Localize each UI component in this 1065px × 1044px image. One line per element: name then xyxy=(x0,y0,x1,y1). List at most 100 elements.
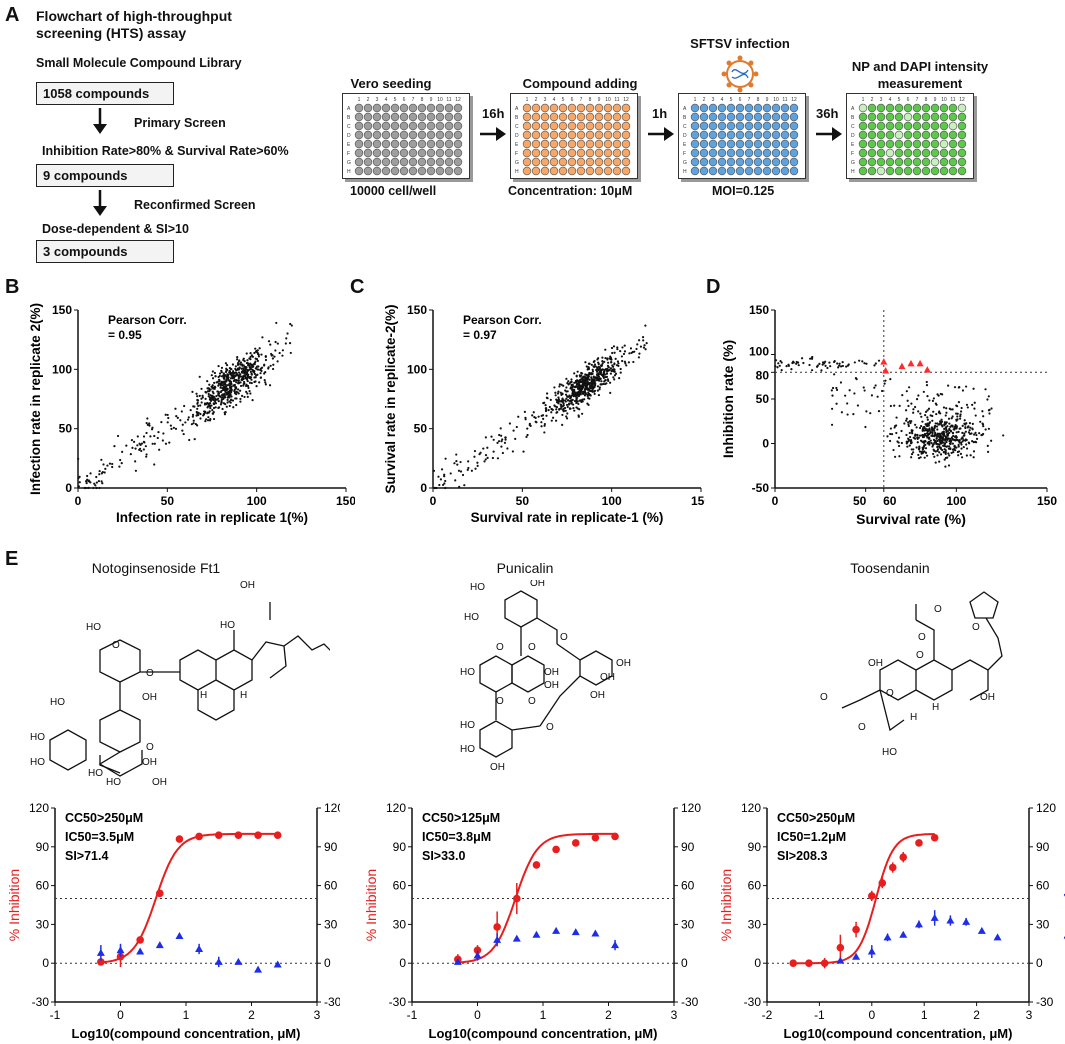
data-point xyxy=(939,412,942,415)
plate-well xyxy=(762,121,772,131)
data-point xyxy=(861,360,864,363)
data-point xyxy=(578,399,581,402)
data-point xyxy=(217,390,220,393)
data-point xyxy=(576,407,579,410)
plate-well xyxy=(876,139,886,149)
data-point xyxy=(865,362,868,365)
plate-well xyxy=(444,121,454,131)
data-point xyxy=(525,435,528,438)
plate-well xyxy=(753,103,763,113)
data-point xyxy=(870,394,874,397)
plate-well xyxy=(903,103,913,113)
data-point xyxy=(928,427,931,430)
data-point xyxy=(204,420,207,423)
data-point xyxy=(228,384,232,387)
data-point xyxy=(924,410,928,414)
panel-label-e: E xyxy=(5,548,19,570)
plate-well xyxy=(540,157,550,167)
data-point xyxy=(916,433,919,437)
data-point xyxy=(633,350,636,353)
data-point xyxy=(955,436,958,439)
data-point xyxy=(609,358,613,361)
plate-well xyxy=(876,103,886,113)
plate-well xyxy=(762,157,772,167)
plate-well xyxy=(603,148,613,158)
plate-well xyxy=(921,121,931,131)
plate-well xyxy=(726,157,736,167)
data-point xyxy=(599,383,603,386)
data-point xyxy=(84,486,87,490)
data-point xyxy=(604,356,607,360)
plate-well xyxy=(903,121,913,131)
data-point xyxy=(543,422,546,426)
data-point xyxy=(569,397,572,400)
plate-well xyxy=(939,130,949,140)
cytotoxicity-point xyxy=(883,933,892,941)
data-point xyxy=(432,469,436,472)
plate-col-label: 6 xyxy=(907,97,910,103)
data-point xyxy=(193,405,196,408)
plate-well xyxy=(603,157,613,167)
plate-well xyxy=(690,112,700,122)
plate-well xyxy=(621,121,631,131)
data-point xyxy=(254,380,257,383)
data-point xyxy=(241,394,244,398)
data-point xyxy=(235,403,238,407)
data-point xyxy=(953,428,956,431)
data-point xyxy=(235,381,238,384)
plate-well xyxy=(717,130,727,140)
data-point xyxy=(627,361,630,364)
plate-well xyxy=(867,130,877,140)
data-point xyxy=(937,432,940,435)
data-point xyxy=(948,431,951,435)
data-point xyxy=(196,412,199,415)
plate-well xyxy=(858,121,868,131)
box-1058-compounds: 1058 compounds xyxy=(36,82,174,105)
data-point xyxy=(936,449,939,452)
plate-well xyxy=(531,148,541,158)
data-point xyxy=(581,377,584,380)
data-point xyxy=(599,370,602,373)
data-point xyxy=(241,363,244,366)
data-point xyxy=(564,389,567,392)
inhibition-point xyxy=(493,923,501,931)
data-point xyxy=(933,455,936,458)
data-point xyxy=(275,321,278,325)
plate-well xyxy=(789,148,799,158)
plate-well xyxy=(753,121,763,131)
plate-well xyxy=(585,157,595,167)
plate-col-label: 9 xyxy=(934,97,937,103)
data-point xyxy=(226,384,230,387)
data-point xyxy=(492,450,495,453)
data-point xyxy=(940,423,943,427)
data-point xyxy=(922,445,926,448)
data-point xyxy=(104,467,107,471)
data-point xyxy=(604,348,607,351)
data-point xyxy=(943,458,946,461)
plate-row-label: G xyxy=(347,160,351,166)
plate-well xyxy=(453,103,463,113)
data-point xyxy=(116,434,120,438)
annotation-line2: = 0.95 xyxy=(108,328,142,342)
data-point xyxy=(988,412,991,415)
data-point xyxy=(92,486,95,490)
data-point xyxy=(134,460,137,463)
data-point xyxy=(595,368,598,372)
data-point xyxy=(957,401,960,404)
data-point xyxy=(212,387,215,390)
data-point xyxy=(246,359,249,362)
data-point xyxy=(255,385,258,388)
data-point xyxy=(897,444,901,448)
data-point xyxy=(176,416,179,419)
inhibition-point xyxy=(611,832,619,841)
data-point xyxy=(862,386,865,389)
data-point xyxy=(101,470,104,474)
data-point xyxy=(167,416,170,420)
plate-well xyxy=(699,148,709,158)
plate-well xyxy=(939,148,949,158)
data-point xyxy=(545,408,548,411)
plate-well xyxy=(726,130,736,140)
plate-well xyxy=(453,166,463,176)
data-point xyxy=(575,375,578,378)
data-point xyxy=(241,369,244,373)
